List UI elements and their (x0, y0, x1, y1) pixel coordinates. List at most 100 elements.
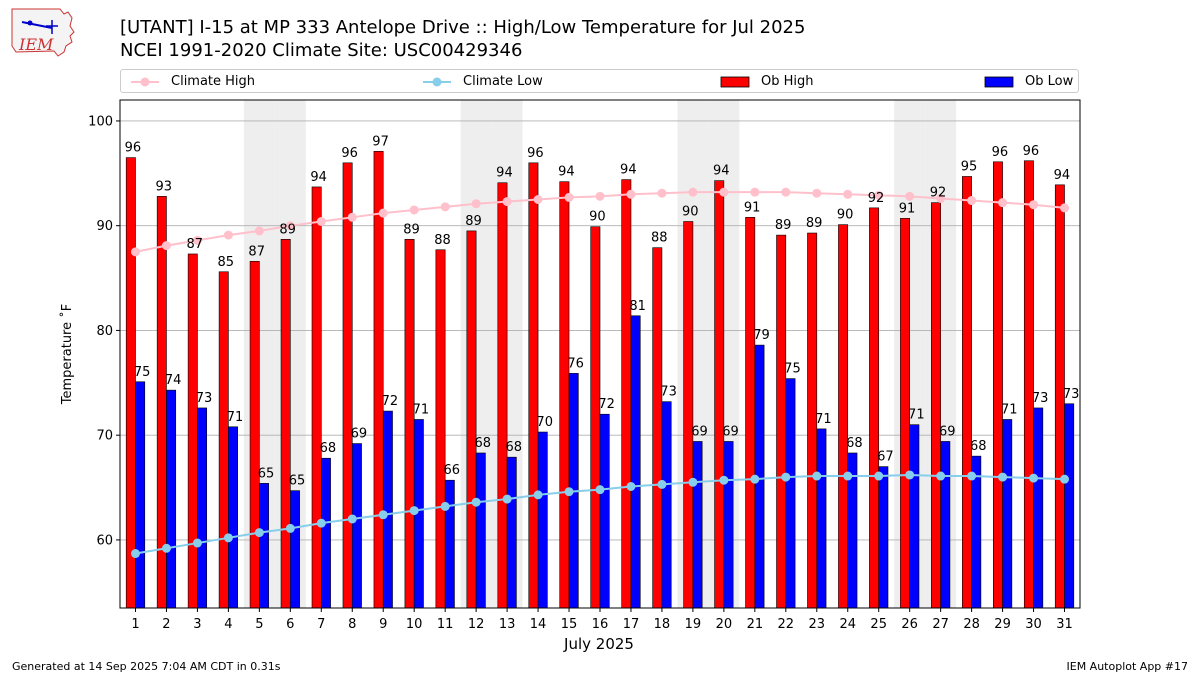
data-label-ob-low-day-8: 69 (351, 427, 368, 442)
point-climate-low-day-11 (440, 501, 450, 511)
data-label-ob-low-day-6: 65 (289, 474, 306, 489)
bar-ob-high-day-19 (683, 221, 694, 609)
bar-ob-high-day-27 (931, 202, 941, 609)
x-tick-label-1: 1 (131, 617, 139, 632)
x-tick-label-19: 19 (685, 617, 702, 632)
bar-ob-high-day-18 (652, 247, 663, 609)
point-climate-high-day-20 (719, 187, 729, 197)
point-climate-low-day-14 (533, 490, 543, 500)
data-label-ob-high-day-8: 96 (341, 146, 358, 161)
bar-ob-high-day-7 (311, 186, 322, 609)
data-label-ob-high-day-25: 92 (868, 191, 885, 206)
data-label-ob-high-day-27: 92 (930, 186, 947, 201)
point-climate-low-day-27 (936, 471, 946, 481)
x-tick-label-30: 30 (1025, 617, 1042, 632)
data-label-ob-high-day-9: 97 (372, 134, 389, 149)
legend-swatch-ob-high (720, 76, 750, 88)
bar-ob-high-day-16 (590, 226, 601, 609)
point-climate-low-day-29 (998, 472, 1008, 482)
point-climate-low-day-16 (595, 485, 605, 495)
data-label-ob-high-day-19: 90 (682, 205, 699, 220)
point-climate-low-day-7 (316, 518, 326, 528)
x-tick-label-20: 20 (716, 617, 733, 632)
data-label-ob-high-day-18: 88 (651, 231, 668, 246)
point-climate-high-day-7 (316, 217, 326, 227)
bar-ob-low-day-1 (135, 381, 146, 609)
point-climate-high-day-24 (843, 189, 853, 199)
x-tick-label-22: 22 (778, 617, 795, 632)
bar-ob-low-day-6 (290, 490, 300, 609)
data-label-ob-low-day-23: 71 (815, 412, 832, 427)
legend: Climate High Climate Low Ob High Ob Low (120, 69, 1079, 93)
point-climate-high-day-30 (1029, 200, 1039, 210)
data-label-ob-low-day-25: 67 (877, 450, 894, 465)
y-axis-label: Temperature ˚F (59, 304, 75, 405)
bar-ob-low-day-25 (878, 466, 889, 609)
point-climate-low-day-20 (719, 475, 729, 485)
bar-ob-high-day-20 (714, 180, 725, 609)
data-label-ob-low-day-21: 79 (753, 328, 770, 343)
data-label-ob-low-day-9: 72 (382, 394, 399, 409)
data-label-ob-high-day-14: 96 (527, 146, 544, 161)
point-climate-low-day-4 (223, 533, 233, 543)
point-climate-low-day-26 (905, 470, 915, 480)
data-label-ob-high-day-17: 94 (620, 163, 637, 178)
x-tick-label-18: 18 (654, 617, 671, 632)
point-climate-low-day-25 (874, 471, 884, 481)
data-label-ob-high-day-1: 96 (125, 141, 142, 156)
bar-ob-low-day-14 (537, 431, 548, 609)
bar-ob-low-day-9 (382, 410, 393, 609)
bar-ob-high-day-15 (559, 181, 570, 609)
bar-ob-low-day-31 (1064, 403, 1075, 609)
data-label-ob-high-day-6: 89 (279, 222, 296, 237)
bar-ob-low-day-11 (444, 479, 455, 609)
x-tick-label-17: 17 (623, 617, 640, 632)
x-tick-label-11: 11 (437, 617, 454, 632)
data-label-ob-low-day-11: 66 (444, 463, 461, 478)
data-label-ob-low-day-30: 73 (1032, 391, 1049, 406)
bar-ob-low-day-16 (599, 413, 610, 609)
data-label-ob-high-day-24: 90 (837, 208, 854, 223)
plot-frame (119, 99, 1081, 609)
x-tick-label-10: 10 (406, 617, 423, 632)
data-label-ob-low-day-10: 71 (413, 402, 430, 417)
bar-ob-low-day-2 (166, 389, 177, 609)
bar-ob-high-day-9 (373, 151, 384, 609)
data-label-ob-low-day-14: 70 (536, 415, 553, 430)
x-tick-label-9: 9 (379, 617, 387, 632)
x-tick-label-31: 31 (1056, 617, 1073, 632)
bar-ob-low-day-18 (661, 401, 672, 609)
legend-label-ob-high: Ob High (761, 74, 814, 89)
bar-ob-low-day-5 (259, 483, 269, 609)
data-label-ob-high-day-2: 93 (156, 179, 173, 194)
bar-ob-high-day-5 (249, 261, 260, 609)
data-label-ob-low-day-15: 76 (567, 356, 584, 371)
footer-app: IEM Autoplot App #17 (1066, 660, 1189, 673)
point-climate-high-day-3 (192, 235, 202, 245)
point-climate-high-day-2 (161, 241, 171, 251)
bar-ob-high-day-10 (404, 239, 415, 609)
point-climate-high-day-23 (812, 188, 822, 198)
data-label-ob-high-day-21: 91 (744, 200, 761, 215)
bar-ob-low-day-22 (785, 378, 796, 609)
data-label-ob-low-day-2: 74 (165, 373, 182, 388)
logo-text: IEM (18, 35, 54, 54)
bar-ob-high-day-24 (838, 224, 849, 609)
point-climate-high-day-9 (378, 208, 388, 218)
y-tick-label-90: 90 (96, 219, 113, 234)
bar-ob-high-day-11 (435, 249, 446, 609)
point-climate-high-day-18 (657, 188, 667, 198)
data-label-ob-high-day-29: 96 (992, 145, 1009, 160)
point-climate-high-day-4 (223, 230, 233, 240)
point-climate-high-day-11 (440, 202, 450, 212)
bar-ob-high-day-4 (218, 271, 229, 609)
legend-swatch-ob-low (984, 76, 1014, 88)
x-tick-label-14: 14 (530, 617, 547, 632)
x-tick-label-15: 15 (561, 617, 578, 632)
point-climate-high-day-1 (130, 247, 140, 257)
bar-ob-high-day-6 (280, 239, 291, 609)
bar-ob-low-day-17 (630, 315, 641, 609)
legend-label-climate-high: Climate High (171, 74, 256, 89)
y-tick-label-60: 60 (96, 533, 113, 548)
data-label-ob-low-day-5: 65 (258, 466, 275, 481)
